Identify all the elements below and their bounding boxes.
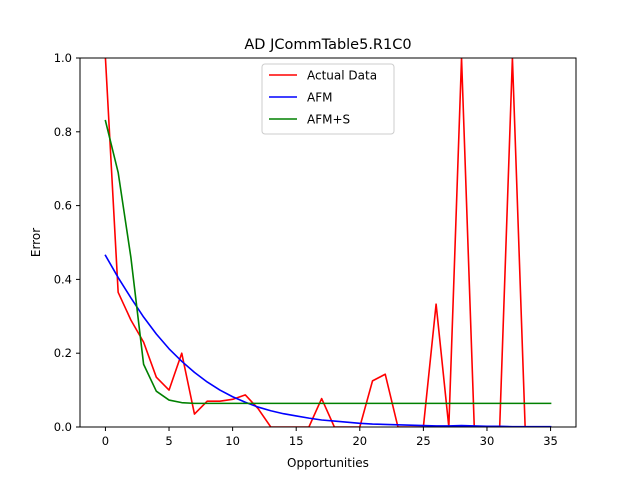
series-line-afm xyxy=(104,254,552,427)
x-tick-label: 5 xyxy=(165,434,172,448)
chart-title: AD JCommTable5.R1C0 xyxy=(244,37,411,53)
y-tick-label: 1.0 xyxy=(54,51,72,65)
legend-label: AFM xyxy=(307,91,332,105)
y-axis-label: Error xyxy=(29,228,43,257)
y-tick-label: 0.4 xyxy=(54,272,72,286)
x-tick-label: 10 xyxy=(225,434,240,448)
x-tick-label: 30 xyxy=(480,434,495,448)
y-tick-label: 0.0 xyxy=(54,420,72,434)
legend: Actual Data AFM AFM+S xyxy=(261,63,395,135)
legend-label: AFM+S xyxy=(307,113,350,127)
x-tick-label: 25 xyxy=(416,434,431,448)
x-axis-label: Opportunities xyxy=(287,456,369,470)
y-tick-label: 0.8 xyxy=(54,125,72,139)
plot-frame xyxy=(79,57,577,428)
legend-label: Actual Data xyxy=(307,69,377,83)
y-tick-label: 0.2 xyxy=(54,346,72,360)
axis-ticks: 0 5 10 15 20 25 30 35 0.0 0.2 0.4 0.6 0.8 1.0 xyxy=(54,51,558,448)
x-tick-label: 20 xyxy=(352,434,367,448)
x-tick-label: 0 xyxy=(102,434,109,448)
x-tick-label: 15 xyxy=(289,434,304,448)
series-line-afm-s xyxy=(104,119,552,405)
legend-box xyxy=(261,63,395,135)
y-tick-label: 0.6 xyxy=(54,199,72,213)
plot-area xyxy=(104,58,552,427)
x-tick-label: 35 xyxy=(543,434,558,448)
